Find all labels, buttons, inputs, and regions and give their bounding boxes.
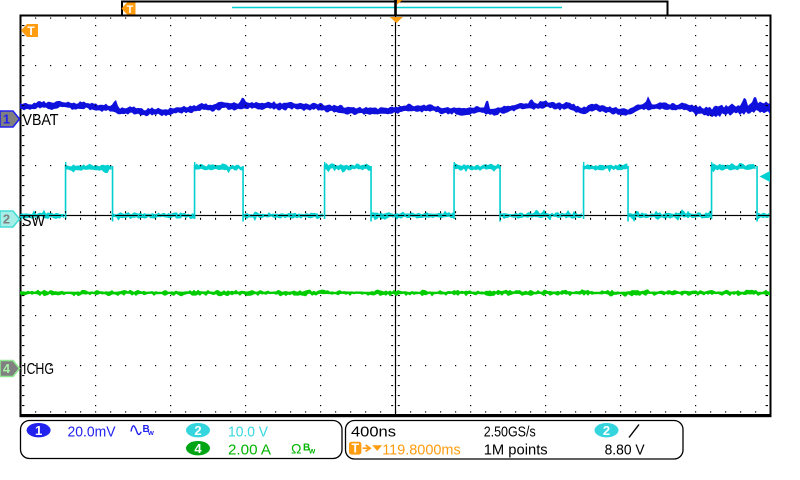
svg-text:1: 1 xyxy=(3,112,10,127)
svg-text:T: T xyxy=(351,442,359,456)
svg-text:T: T xyxy=(127,4,134,16)
svg-text:B: B xyxy=(303,443,310,454)
svg-text:4: 4 xyxy=(3,361,11,376)
svg-text:8.80 V: 8.80 V xyxy=(605,441,645,458)
svg-text:w: w xyxy=(308,447,316,456)
svg-text:1M points: 1M points xyxy=(484,441,548,458)
svg-text:2: 2 xyxy=(603,423,610,438)
svg-text:T: T xyxy=(27,24,35,38)
svg-text:400ns: 400ns xyxy=(351,423,396,440)
svg-text:B: B xyxy=(143,424,150,435)
svg-text:2: 2 xyxy=(194,423,201,438)
svg-text:1: 1 xyxy=(35,423,42,438)
svg-text:2.50GS/s: 2.50GS/s xyxy=(484,423,536,440)
svg-text:ICHG: ICHG xyxy=(23,361,54,378)
svg-text:2: 2 xyxy=(3,212,10,227)
svg-text:2.00 A: 2.00 A xyxy=(228,441,271,458)
svg-text:119.8000ms: 119.8000ms xyxy=(382,442,461,459)
svg-text:w: w xyxy=(147,428,154,437)
svg-text:20.0mV: 20.0mV xyxy=(68,423,116,440)
svg-text:4: 4 xyxy=(194,441,202,456)
svg-text:10.0 V: 10.0 V xyxy=(228,423,268,440)
svg-text:Ω: Ω xyxy=(291,441,301,457)
svg-text:VBAT: VBAT xyxy=(23,112,59,129)
svg-text:SW: SW xyxy=(22,213,46,230)
